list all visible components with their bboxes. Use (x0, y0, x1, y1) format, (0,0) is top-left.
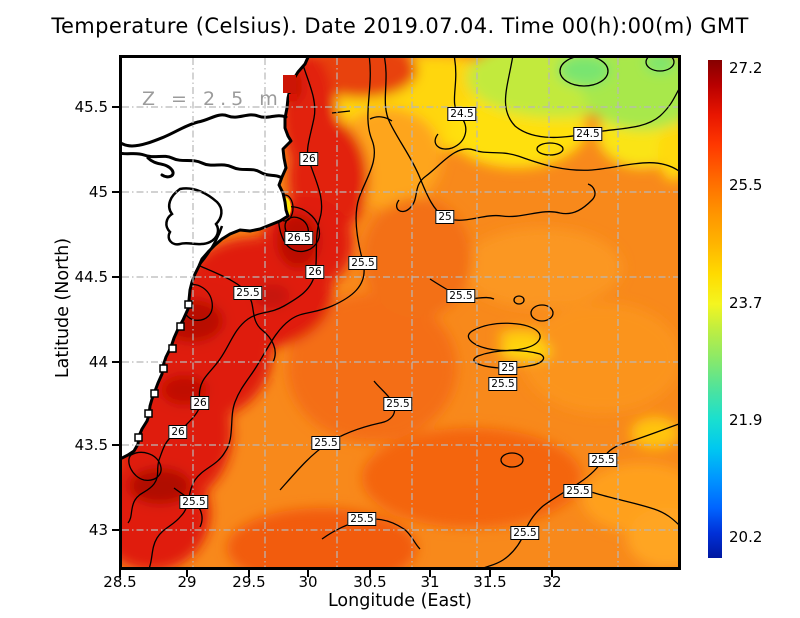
contour-label: 25.5 (311, 436, 341, 450)
x-tick-mark (307, 570, 309, 577)
x-tick-mark (551, 570, 553, 577)
contour-label: 25.5 (510, 526, 540, 540)
colorbar-gradient (708, 60, 722, 558)
x-tick-mark (119, 570, 121, 577)
x-axis-title: Longitude (East) (327, 591, 473, 611)
liman-cell (283, 75, 296, 93)
contour-label: 26 (168, 425, 188, 439)
contour-label: 25.5 (383, 397, 413, 411)
x-tick-label: 28.5 (103, 573, 137, 591)
contour-label: 24.5 (573, 127, 603, 141)
bay-outline (122, 113, 288, 179)
y-tick-label: 44 (88, 353, 108, 371)
colorbar-tick-label: 20.2 (729, 528, 763, 546)
depth-annotation: Z = 2.5 m (142, 88, 283, 110)
x-tick-label: 32 (542, 573, 562, 591)
contour-label: 26 (299, 152, 319, 166)
y-tick-mark (112, 191, 119, 193)
y-tick-label: 44.5 (74, 268, 108, 286)
y-axis-title: Latitude (North) (53, 237, 73, 379)
x-tick-label: 29 (177, 573, 197, 591)
x-tick-label: 29.5 (232, 573, 266, 591)
contour-label: 26 (305, 265, 325, 279)
x-tick-mark (248, 570, 250, 577)
land (122, 58, 310, 460)
contour-label: 24.5 (447, 107, 477, 121)
contour-label: 25.5 (446, 289, 476, 303)
x-tick-mark (186, 570, 188, 577)
colorbar-tick-label: 23.7 (729, 294, 763, 312)
spit-line (199, 225, 224, 265)
x-tick-mark (489, 570, 491, 577)
y-tick-label: 43.5 (74, 436, 108, 454)
contour-label: 25 (498, 361, 518, 375)
contour-label: 25.5 (179, 495, 209, 509)
y-tick-mark (112, 276, 119, 278)
y-tick-mark (112, 106, 119, 108)
y-tick-label: 43 (88, 521, 108, 539)
x-tick-mark (429, 570, 431, 577)
contour-label: 25.5 (588, 453, 618, 467)
contour-label: 26 (190, 396, 210, 410)
x-tick-label: 31.5 (473, 573, 507, 591)
colorbar-tick-label: 27.2 (729, 59, 763, 77)
lagoon-outline (165, 187, 223, 246)
contour-label: 25.5 (488, 377, 518, 391)
colorbar (708, 60, 722, 558)
gridlines (122, 58, 678, 567)
shore-steps (134, 300, 193, 442)
y-tick-mark (112, 529, 119, 531)
liman-cell-small (289, 94, 297, 101)
temperature-map-svg (122, 58, 678, 567)
contour-label: 25.5 (348, 256, 378, 270)
x-tick-mark (369, 570, 371, 577)
contour-label: 25 (435, 210, 455, 224)
colorbar-tick-label: 25.5 (729, 176, 763, 194)
x-tick-label: 30.5 (353, 573, 387, 591)
contour-label: 25.5 (233, 286, 263, 300)
y-tick-mark (112, 361, 119, 363)
colorbar-tick-label: 21.9 (729, 411, 763, 429)
y-tick-mark (112, 444, 119, 446)
contour-label: 26.5 (284, 231, 314, 245)
figure-title: Temperature (Celsius). Date 2019.07.04. … (51, 14, 749, 38)
plot-area: Z = 2.5 m 26 24.5 24.5 26.5 25.5 26 25 25.5 25.5… (119, 55, 681, 570)
contour-label: 25.5 (563, 484, 593, 498)
contour-label: 25.5 (347, 512, 377, 526)
x-tick-label: 30 (298, 573, 318, 591)
y-tick-label: 45.5 (74, 98, 108, 116)
y-tick-label: 45 (88, 183, 108, 201)
x-tick-label: 31 (420, 573, 440, 591)
